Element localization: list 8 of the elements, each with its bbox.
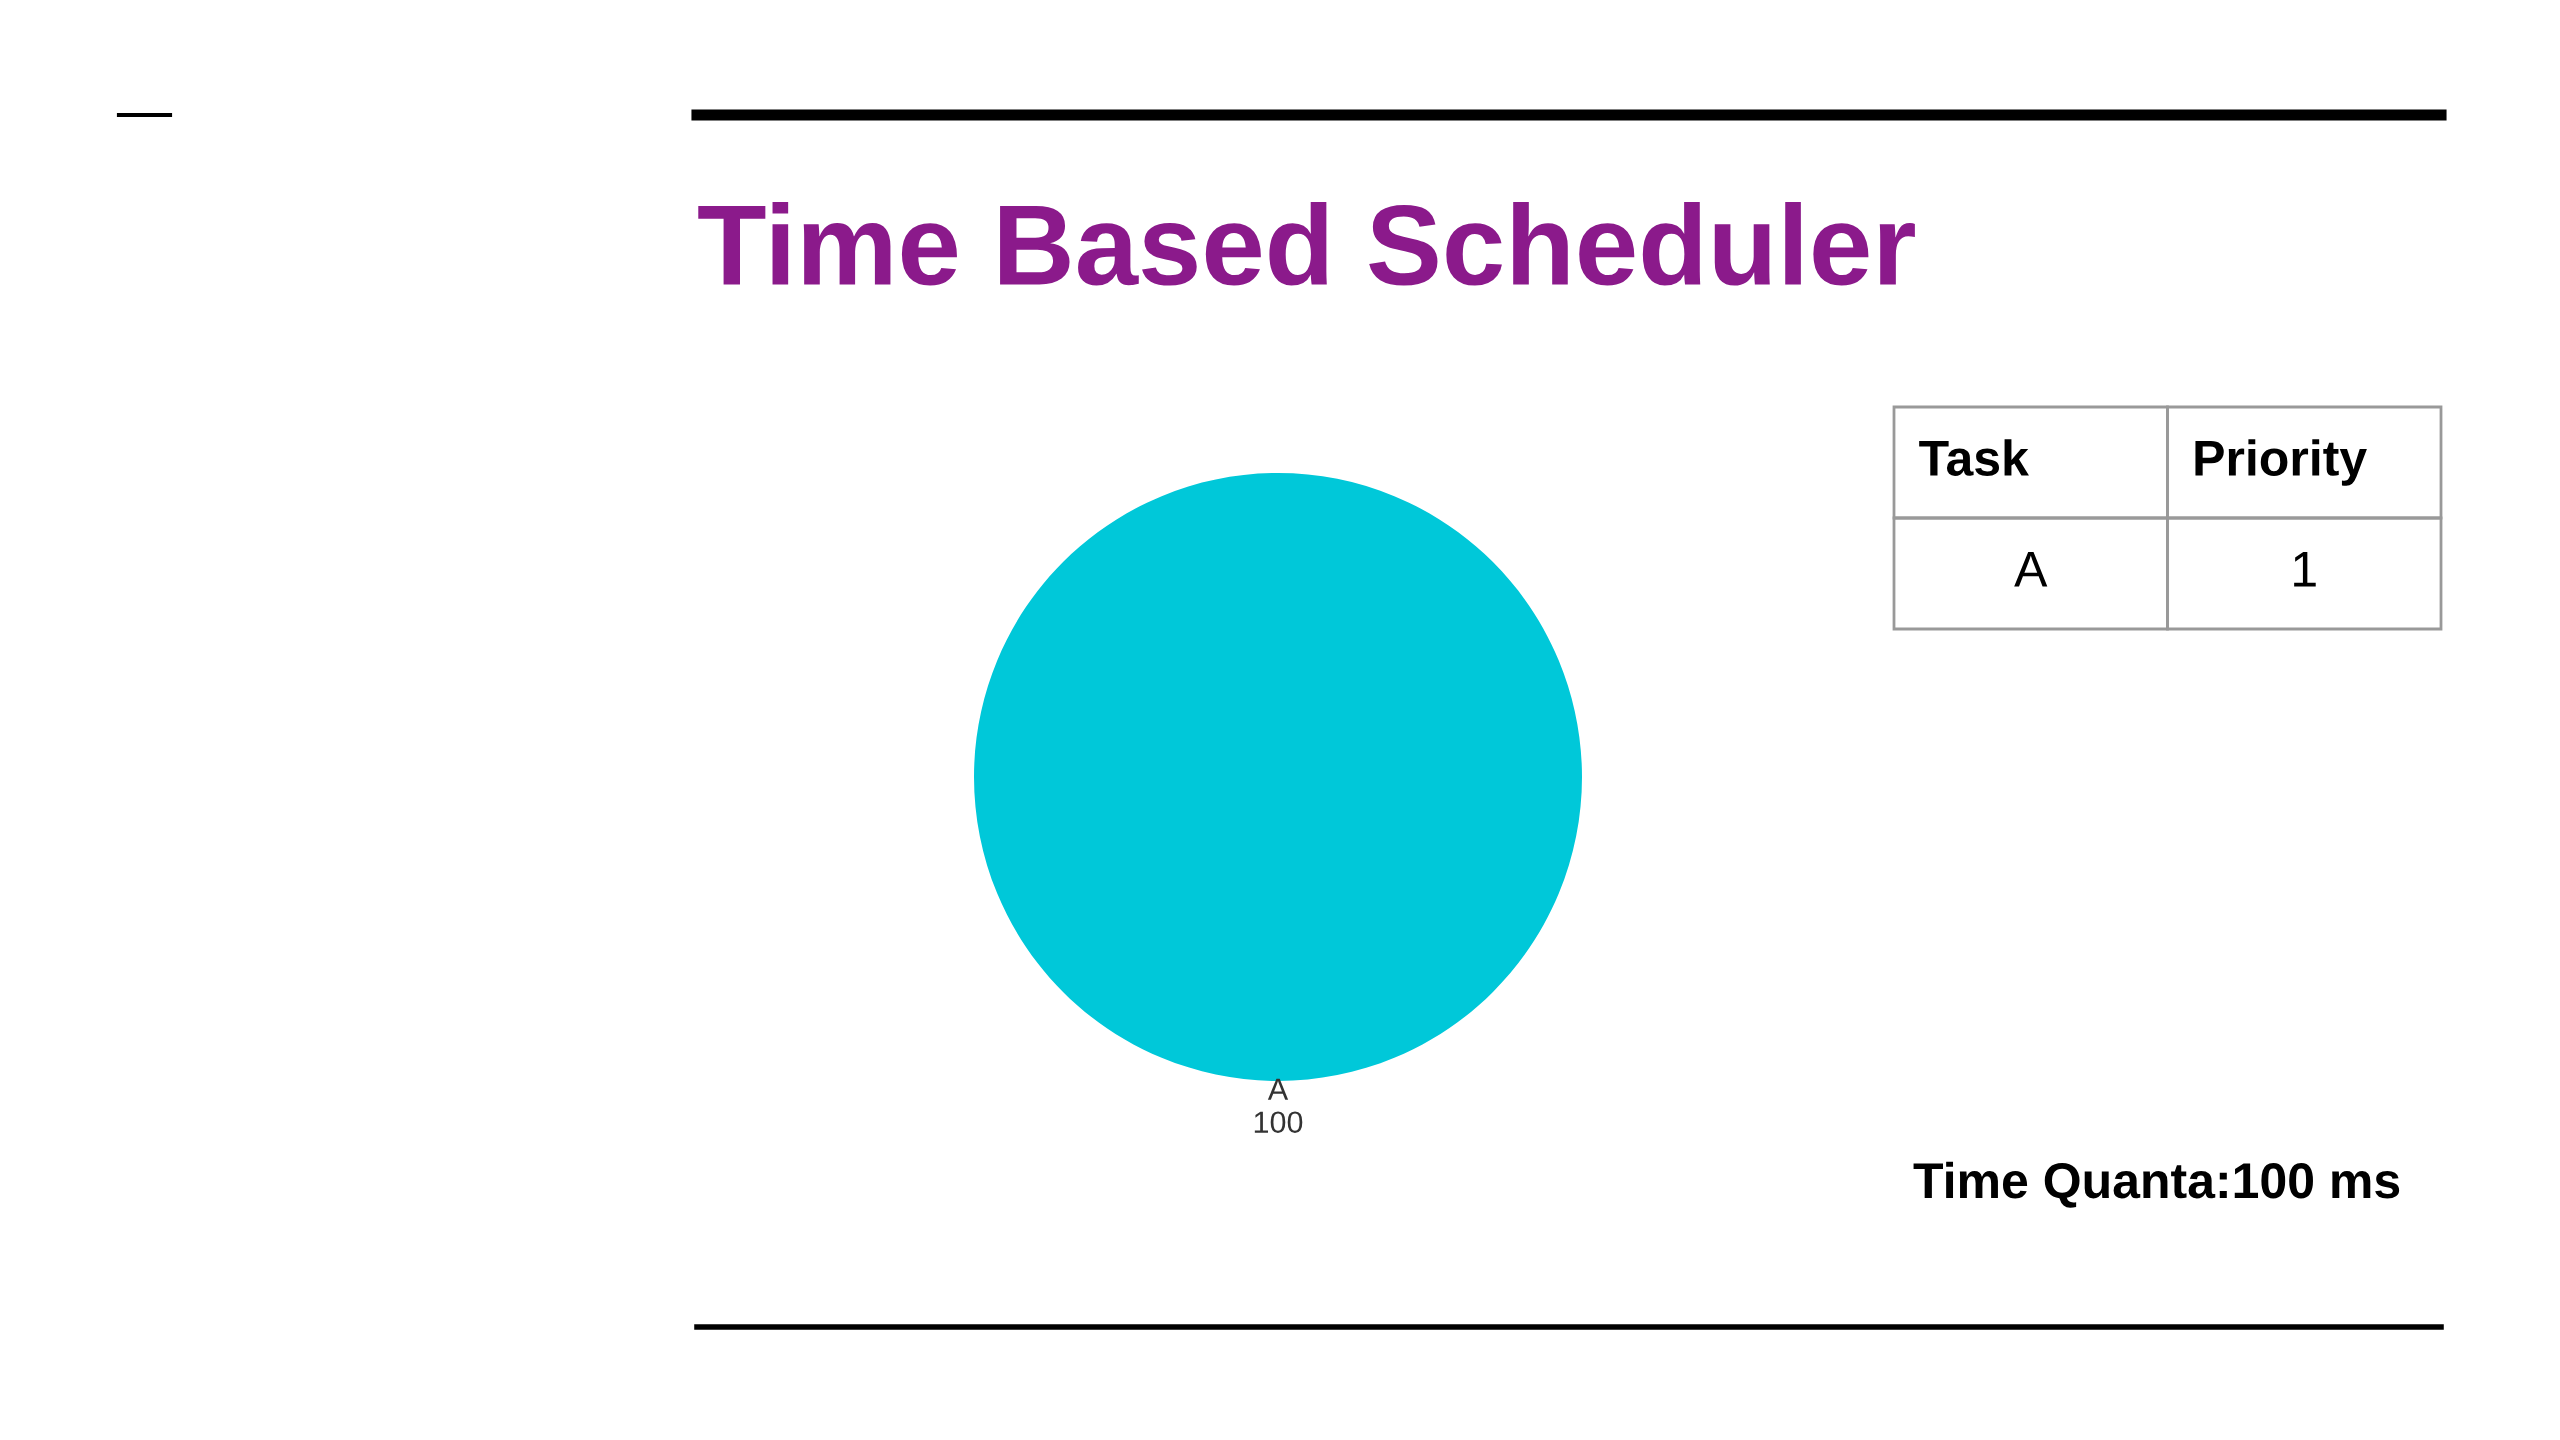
slice-label: A bbox=[1267, 1078, 1289, 1100]
text: A bbox=[2014, 552, 2048, 587]
text: Priority bbox=[2195, 439, 2367, 486]
text: Time Quanta:100 ms bbox=[1913, 1161, 2400, 1208]
text: 1 bbox=[2294, 552, 2316, 587]
text: Task bbox=[1919, 439, 2029, 476]
chart-title: Time Based Scheduler bbox=[698, 201, 1915, 286]
data-label: 100 bbox=[1254, 1111, 1303, 1134]
